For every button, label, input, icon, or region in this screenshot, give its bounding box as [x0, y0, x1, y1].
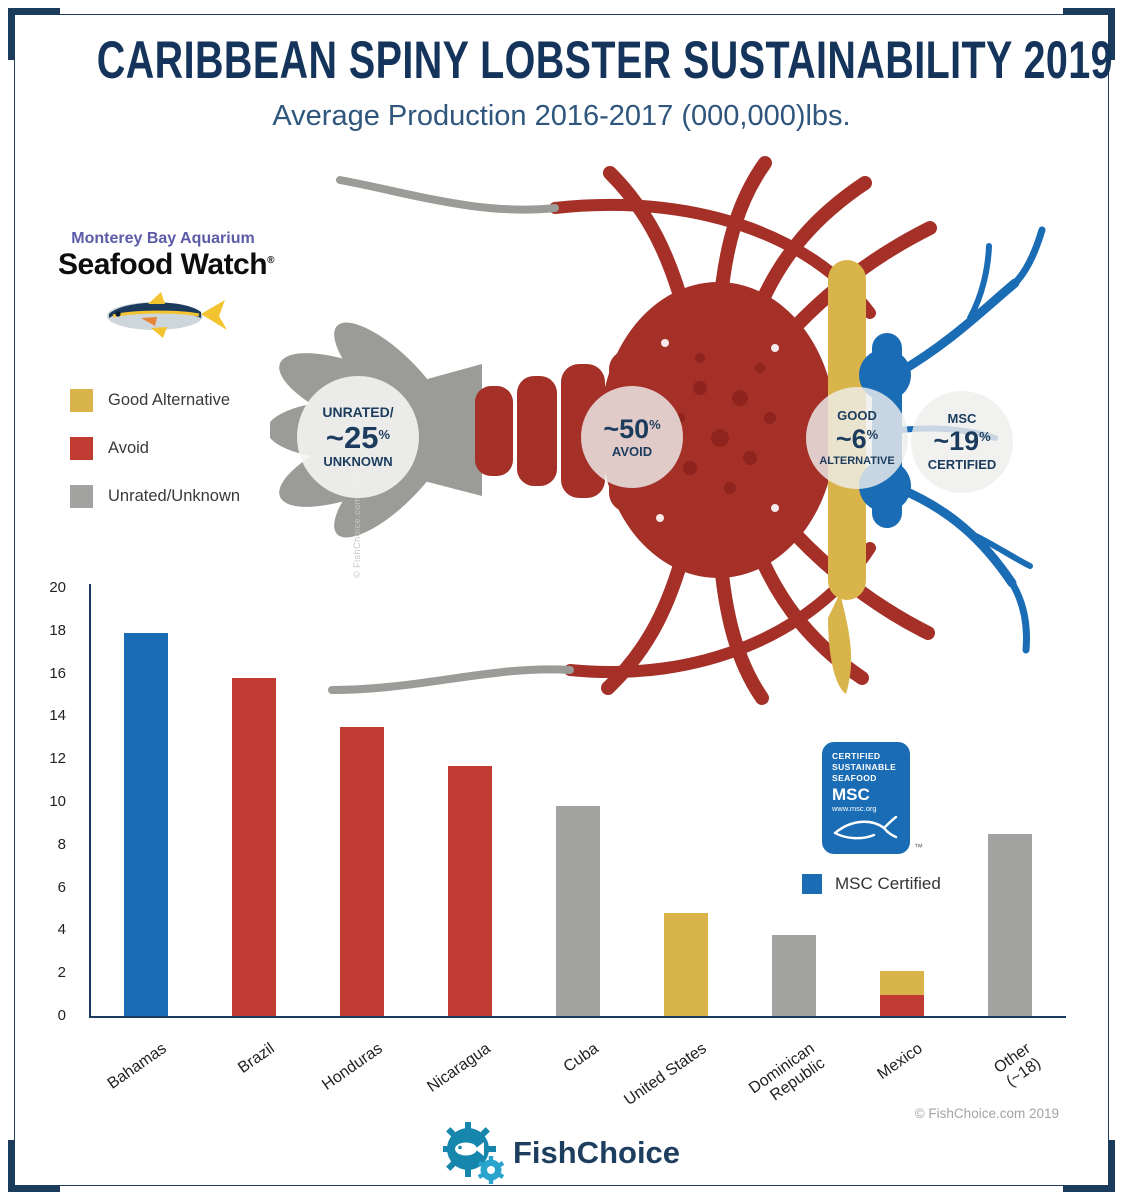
bar-dominican-republic	[772, 934, 816, 1016]
x-axis-label: Cuba	[560, 1040, 602, 1076]
bar-honduras	[340, 727, 384, 1016]
badge-top-label: GOOD	[837, 407, 877, 423]
seafood-watch-name: Seafood Watch®	[58, 248, 274, 281]
bar-segment-good_alternative	[880, 971, 924, 995]
tuna-fish-icon	[58, 286, 268, 345]
msc-logo-url: www.msc.org	[832, 804, 877, 814]
bar-slot	[92, 588, 200, 1016]
badge-value: ~19%	[933, 426, 991, 457]
msc-logo: CERTIFIED SUSTAINABLE SEAFOOD MSC www.ms…	[822, 742, 923, 854]
x-axis-label: United States	[621, 1040, 710, 1110]
y-tick-label: 18	[49, 621, 66, 639]
badge-top-label: UNRATED/	[322, 403, 394, 420]
legend-item-avoid: Avoid	[70, 424, 240, 472]
bar-slot	[848, 588, 956, 1016]
bar-segment-unrated	[988, 834, 1032, 1016]
bar-slot	[632, 588, 740, 1016]
msc-certified-legend: MSC Certified	[802, 874, 941, 894]
y-tick-label: 0	[57, 1007, 66, 1024]
y-tick-label: 16	[49, 664, 66, 682]
legend-item-unrated: Unrated/Unknown	[70, 472, 240, 520]
page-title: CARIBBEAN SPINY LOBSTER SUSTAINABILITY 2…	[96, 29, 1113, 90]
lobster-badge-good-alternative: GOOD ~6% ALTERNATIVE	[806, 387, 908, 489]
legend-swatch-good-alternative	[70, 388, 93, 412]
bar-slot	[956, 588, 1064, 1016]
badge-value: ~50%	[603, 414, 661, 444]
y-tick-label: 12	[49, 750, 66, 768]
x-axis-label: Mexico	[874, 1040, 926, 1083]
msc-trademark: ™	[914, 842, 923, 852]
y-tick-label: 2	[57, 964, 66, 982]
msc-logo-line: SUSTAINABLE	[832, 762, 897, 773]
legend-swatch-avoid	[70, 436, 93, 460]
legend-swatch-msc-certified	[802, 874, 822, 894]
bar-segment-msc_certified	[124, 632, 168, 1016]
x-axis-label: Other (~18)	[991, 1040, 1045, 1091]
lobster-badge-unrated: UNRATED/ ~25% UNKNOWN	[297, 376, 419, 498]
x-axis-line	[89, 1016, 1066, 1018]
bar-bahamas	[124, 632, 168, 1016]
bar-segment-unrated	[772, 934, 816, 1016]
lobster-badge-avoid: ~50% AVOID	[581, 386, 683, 488]
legend-label: Avoid	[108, 438, 149, 457]
badge-value: ~25%	[325, 419, 391, 455]
badge-bottom-label: UNKNOWN	[323, 454, 393, 470]
bar-nicaragua	[448, 765, 492, 1016]
badge-bottom-label: ALTERNATIVE	[819, 454, 895, 467]
msc-logo-name: MSC	[832, 785, 870, 805]
fishchoice-gear-icon	[442, 1122, 505, 1184]
bar-slot	[740, 588, 848, 1016]
legend-label: Unrated/Unknown	[108, 486, 241, 505]
badge-top-label: MSC	[947, 410, 977, 426]
y-tick-label: 14	[49, 707, 66, 725]
bar-mexico	[880, 971, 924, 1016]
bar-slot	[524, 588, 632, 1016]
bar-segment-avoid	[232, 677, 276, 1016]
legend-label: Good Alternative	[108, 390, 230, 409]
rating-legend: Good Alternative Avoid Unrated/Unknown	[70, 376, 240, 520]
legend-swatch-unrated	[70, 484, 93, 508]
y-axis-ticks: 20 18 16 14 12 10 8 6 4 2 0	[34, 579, 80, 1024]
fishchoice-wordmark: FishChoice	[512, 1135, 681, 1170]
y-tick-label: 20	[49, 579, 66, 596]
legend-label: MSC Certified	[835, 874, 941, 893]
bar-cuba	[556, 806, 600, 1016]
badge-bottom-label: AVOID	[611, 444, 653, 460]
bar-segment-avoid	[880, 994, 924, 1016]
bar-united-states	[664, 913, 708, 1016]
x-axis-label: Dominican Republic	[746, 1040, 829, 1105]
bar-slot	[416, 588, 524, 1016]
copyright-text: © FishChoice.com 2019	[914, 1106, 1059, 1121]
msc-logo-line: SEAFOOD	[832, 773, 877, 784]
y-tick-label: 6	[57, 878, 66, 896]
fishchoice-logo: FishChoice	[0, 1122, 1123, 1184]
bar-segment-avoid	[340, 727, 384, 1016]
x-axis-label: Nicaragua	[424, 1040, 494, 1096]
bar-segment-avoid	[448, 765, 492, 1016]
badge-value: ~6%	[835, 423, 879, 454]
bar-chart	[92, 588, 1064, 1016]
bar-slot	[200, 588, 308, 1016]
y-tick-label: 8	[57, 835, 66, 853]
bar-other-18-	[988, 834, 1032, 1016]
x-axis-label: Bahamas	[104, 1040, 170, 1093]
bar-segment-unrated	[556, 806, 600, 1016]
lobster-badge-msc-certified: MSC ~19% CERTIFIED	[911, 391, 1013, 493]
x-axis-label: Honduras	[319, 1040, 386, 1094]
seafood-watch-brand: Monterey Bay Aquarium	[71, 230, 255, 247]
y-axis-line	[89, 584, 91, 1018]
bar-slot	[308, 588, 416, 1016]
seafood-watch-logo: Monterey Bay Aquarium Seafood Watch®	[58, 230, 274, 345]
x-axis-label: Brazil	[235, 1040, 278, 1077]
msc-logo-line: CERTIFIED	[832, 751, 881, 761]
y-tick-label: 10	[49, 793, 66, 810]
msc-fish-check-icon	[833, 815, 898, 840]
badge-bottom-label: CERTIFIED	[927, 456, 997, 472]
page-subtitle: Average Production 2016-2017 (000,000)lb…	[272, 100, 851, 132]
bar-brazil	[232, 677, 276, 1016]
y-tick-label: 4	[57, 921, 66, 939]
bar-segment-good_alternative	[664, 913, 708, 1016]
legend-item-good-alternative: Good Alternative	[70, 376, 240, 424]
